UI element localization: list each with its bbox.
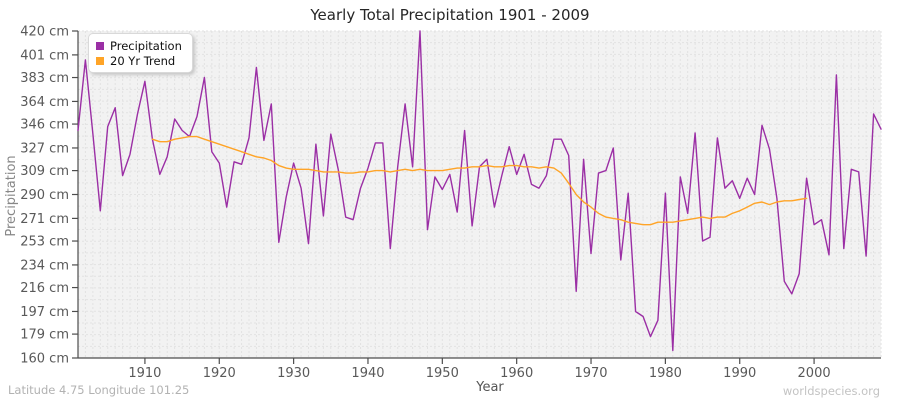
x-axis-title: Year	[475, 380, 504, 395]
y-tick-label: 271 cm	[20, 212, 69, 227]
y-tick-label: 216 cm	[20, 281, 69, 296]
legend-label-precipitation: Precipitation	[110, 38, 182, 53]
y-tick-label: 253 cm	[20, 235, 69, 250]
y-axis-title: Precipitation	[4, 155, 19, 236]
x-tick-label: 1990	[723, 366, 756, 381]
y-tick-label: 160 cm	[20, 352, 69, 367]
y-tick-label: 290 cm	[20, 188, 69, 203]
chart-legend: Precipitation 20 Yr Trend	[88, 33, 193, 73]
y-tick-label: 420 cm	[20, 25, 69, 40]
x-tick-label: 2000	[798, 366, 831, 381]
y-tick-label: 401 cm	[20, 48, 69, 63]
y-tick-label: 346 cm	[20, 118, 69, 133]
legend-item-precipitation: Precipitation	[96, 38, 182, 53]
legend-label-trend: 20 Yr Trend	[110, 53, 176, 68]
y-tick-label: 309 cm	[20, 164, 69, 179]
x-tick-label: 1980	[649, 366, 682, 381]
x-tick-label: 1940	[351, 366, 384, 381]
y-tick-label: 364 cm	[20, 95, 69, 110]
y-tick-label: 197 cm	[20, 305, 69, 320]
x-tick-label: 1930	[277, 366, 310, 381]
precipitation-swatch-icon	[96, 41, 104, 50]
series-20-yr-trend	[151, 135, 808, 226]
x-tick-label: 1970	[574, 366, 607, 381]
x-tick-label: 1920	[203, 366, 236, 381]
y-tick-label: 327 cm	[20, 142, 69, 157]
y-tick-label: 383 cm	[20, 71, 69, 86]
x-tick-label: 1910	[128, 366, 161, 381]
x-tick-label: 1960	[500, 366, 533, 381]
legend-item-trend: 20 Yr Trend	[96, 53, 182, 68]
coordinates-caption: Latitude 4.75 Longitude 101.25	[8, 383, 190, 397]
chart-title: Yearly Total Precipitation 1901 - 2009	[310, 6, 590, 24]
trend-swatch-icon	[96, 56, 104, 65]
watermark: worldspecies.org	[782, 384, 880, 398]
x-tick-label: 1950	[426, 366, 459, 381]
y-tick-label: 179 cm	[20, 328, 69, 343]
y-tick-label: 234 cm	[20, 258, 69, 273]
